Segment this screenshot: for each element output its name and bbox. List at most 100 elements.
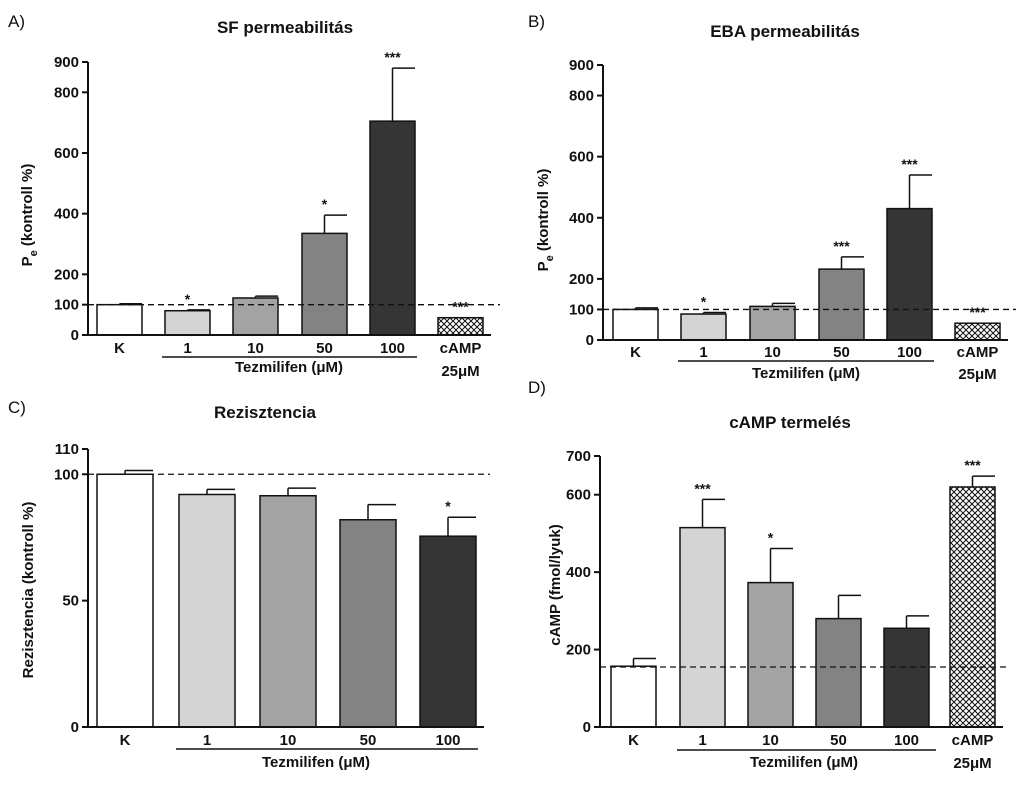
x-tick-label: 100 <box>435 732 460 749</box>
y-axis-label: Rezisztencia (kontroll %) <box>20 502 37 679</box>
bar <box>339 519 397 728</box>
x-tick-label: cAMP <box>440 340 482 357</box>
bar <box>369 120 416 336</box>
chart-panel-0: A) SF permeabilitás 0 100 200 400 600 800 900 Pe … <box>8 12 500 380</box>
significance-label: * <box>185 291 191 307</box>
panel-letter: D) <box>528 378 546 397</box>
bar <box>301 232 348 336</box>
group-label: Tezmilifen (μM) <box>262 754 370 771</box>
y-tick-label: 400 <box>566 564 591 581</box>
y-tick-label: 900 <box>54 54 79 71</box>
x-tick-label: 10 <box>762 732 779 749</box>
chart-title: EBA permeabilitás <box>710 22 860 41</box>
x-tick-label: 10 <box>280 732 297 749</box>
y-tick-label: 600 <box>54 145 79 162</box>
bar <box>680 313 727 341</box>
y-axis-label-sub: e <box>28 250 40 256</box>
y-axis-label: Pe (kontroll %) <box>535 169 556 272</box>
panel-letter: C) <box>8 398 26 417</box>
x-tick-label: 50 <box>316 340 333 357</box>
x-tick-label: K <box>630 344 641 361</box>
bar <box>815 617 862 728</box>
y-tick-label: 700 <box>566 448 591 465</box>
bar <box>747 581 794 728</box>
y-tick-label: 0 <box>583 719 591 736</box>
significance-label: *** <box>384 49 401 65</box>
significance-label: * <box>701 294 707 310</box>
y-axis-label: cAMP (fmol/lyuk) <box>547 524 564 645</box>
x-tick-label: 1 <box>698 732 706 749</box>
bar <box>232 297 279 336</box>
bar <box>612 308 659 341</box>
chart-title: cAMP termelés <box>729 413 851 432</box>
chart-panel-1: B) EBA permeabilitás 0 100 200 400 600 800 900 Pe… <box>528 12 1016 383</box>
significance-label: *** <box>964 457 981 473</box>
bar <box>259 495 317 728</box>
y-tick-label: 50 <box>62 593 79 610</box>
y-tick-label: 100 <box>569 301 594 318</box>
bar <box>818 268 865 341</box>
y-axis-label-main: P <box>535 261 552 271</box>
y-tick-label: 200 <box>54 266 79 283</box>
y-tick-label: 0 <box>71 327 79 344</box>
group-label: Tezmilifen (μM) <box>235 359 343 376</box>
significance-label: *** <box>969 304 986 320</box>
y-tick-label: 900 <box>569 57 594 74</box>
y-tick-label: 100 <box>54 297 79 314</box>
y-axis-label-sub: e <box>544 255 556 261</box>
x-tick-label: 1 <box>183 340 191 357</box>
chart-title: SF permeabilitás <box>217 18 353 37</box>
y-axis-label: Pe (kontroll %) <box>19 164 40 267</box>
x-tick-label: 100 <box>380 340 405 357</box>
x-tick-label: cAMP <box>957 344 999 361</box>
y-tick-label: 400 <box>54 206 79 223</box>
significance-label: *** <box>901 156 918 172</box>
x-tick-label: 25μM <box>953 755 991 772</box>
y-tick-label: 600 <box>569 149 594 166</box>
bar <box>679 526 726 728</box>
group-label: Tezmilifen (μM) <box>752 365 860 382</box>
bar <box>610 665 657 728</box>
group-label: Tezmilifen (μM) <box>750 754 858 771</box>
x-tick-label: 25μM <box>441 363 479 380</box>
bar <box>164 309 211 336</box>
bar <box>96 303 143 336</box>
bar <box>419 535 477 728</box>
y-axis-label-rest: (kontroll %) <box>535 169 552 256</box>
chart-title: Rezisztencia <box>214 403 317 422</box>
y-tick-label: 200 <box>566 642 591 659</box>
significance-label: * <box>768 530 774 546</box>
y-tick-label: 400 <box>569 210 594 227</box>
x-tick-label: 50 <box>360 732 377 749</box>
x-tick-label: K <box>628 732 639 749</box>
significance-label: *** <box>452 299 469 315</box>
x-tick-label: 50 <box>833 344 850 361</box>
bar <box>883 627 930 728</box>
x-tick-label: 10 <box>764 344 781 361</box>
x-tick-label: K <box>114 340 125 357</box>
x-tick-label: K <box>120 732 131 749</box>
y-tick-label: 110 <box>55 441 79 458</box>
significance-label: *** <box>833 238 850 254</box>
bar <box>949 486 996 728</box>
x-tick-label: 100 <box>897 344 922 361</box>
y-tick-label: 800 <box>54 84 79 101</box>
significance-label: * <box>322 196 328 212</box>
significance-label: *** <box>694 480 711 496</box>
bar <box>886 207 933 341</box>
y-tick-label: 0 <box>71 719 79 736</box>
y-tick-label: 800 <box>569 88 594 105</box>
x-tick-label: cAMP <box>952 732 994 749</box>
x-tick-label: 25μM <box>958 366 996 383</box>
bar <box>96 473 154 728</box>
x-tick-label: 1 <box>203 732 211 749</box>
chart-panel-3: D) cAMP termelés 0 200 400 600 700 cAMP (fmol/l… <box>528 378 1008 772</box>
bar <box>178 493 236 728</box>
x-tick-label: 50 <box>830 732 847 749</box>
x-tick-label: 100 <box>894 732 919 749</box>
y-axis-label-rest: (kontroll %) <box>19 164 36 251</box>
y-tick-label: 0 <box>586 332 594 349</box>
significance-label: * <box>445 498 451 514</box>
